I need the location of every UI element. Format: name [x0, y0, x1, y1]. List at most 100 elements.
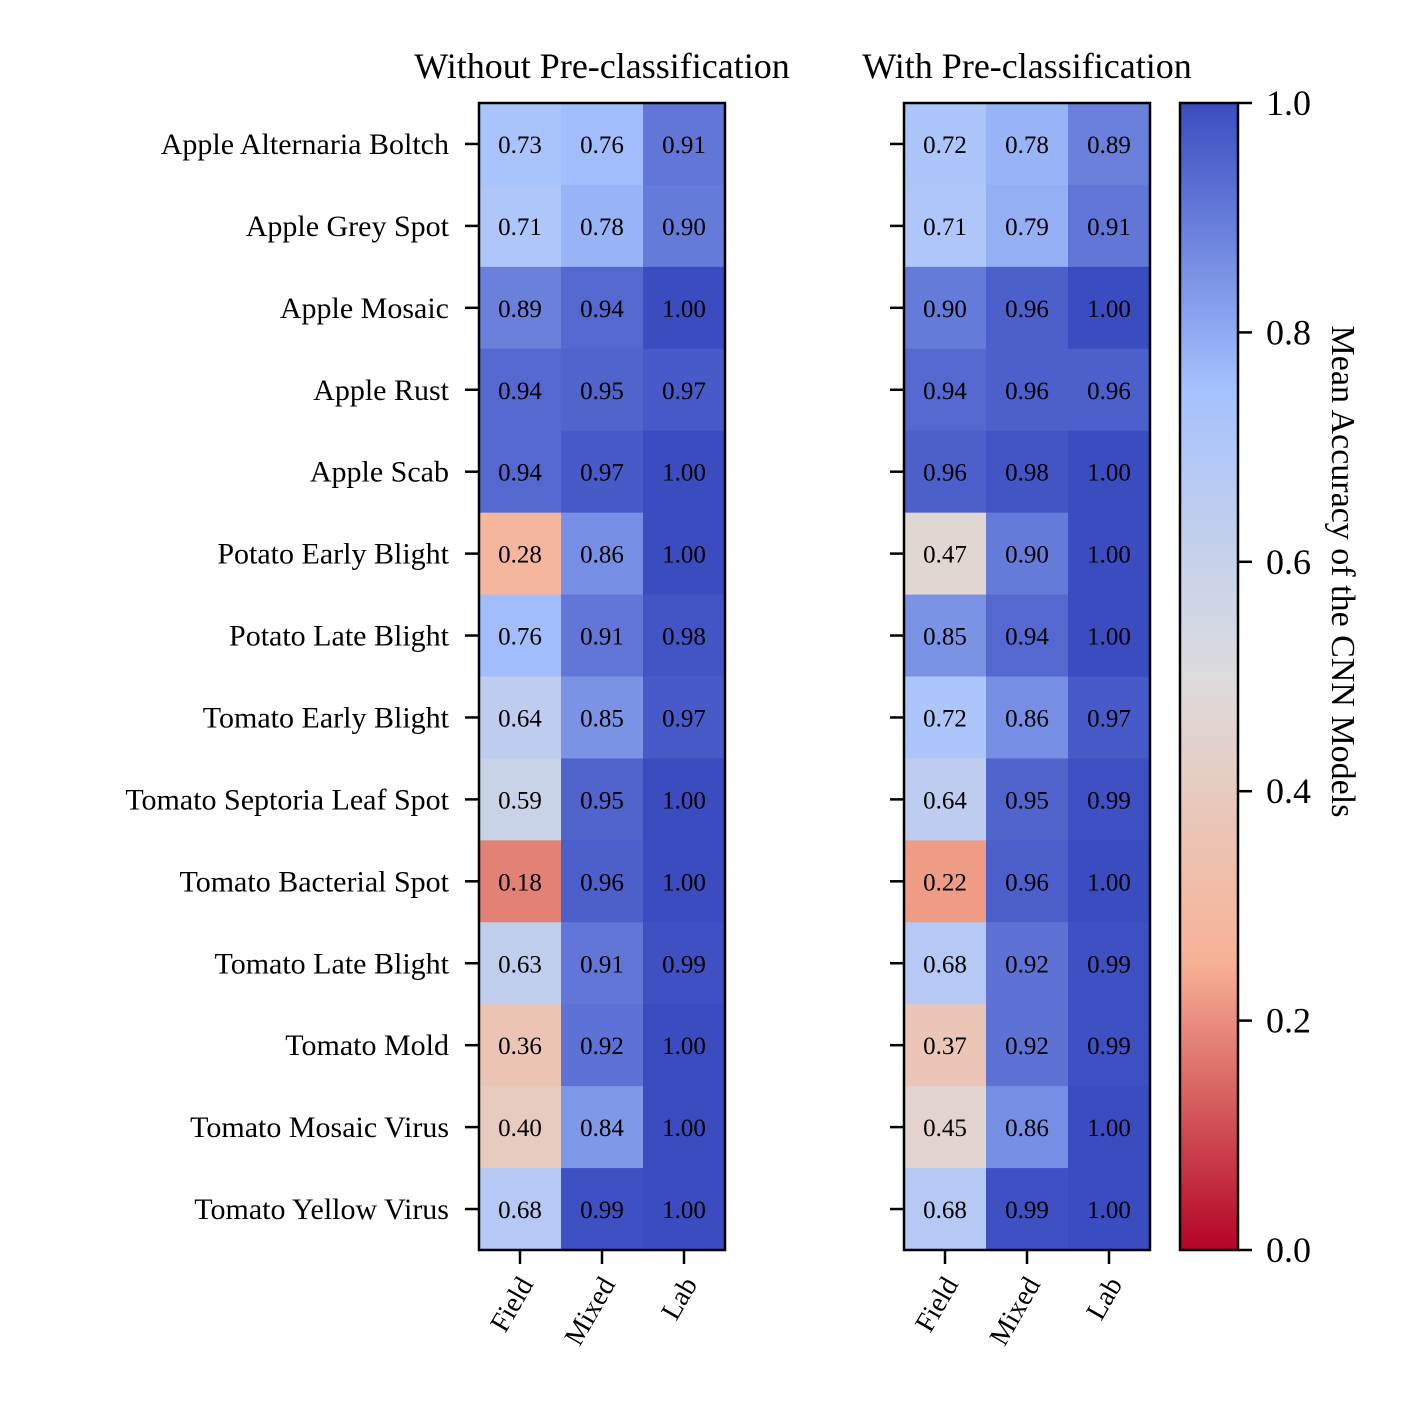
- heatmap-cell: [643, 1168, 726, 1251]
- cell-value-label: 0.63: [498, 951, 542, 978]
- cell-value-label: 0.73: [498, 132, 542, 159]
- row-label: Apple Alternaria Boltch: [161, 128, 449, 161]
- heatmap-cell: [561, 1004, 644, 1087]
- cell-value-label: 0.98: [1005, 460, 1049, 487]
- cell-value-label: 1.00: [1087, 460, 1131, 487]
- heatmap-cell: [904, 1004, 987, 1087]
- heatmap-cell: [561, 348, 644, 432]
- heatmap-cell: [1068, 184, 1151, 268]
- cell-value-label: 0.90: [1005, 542, 1049, 569]
- heatmap-cell: [643, 840, 726, 923]
- heatmap-cell: [1068, 103, 1151, 186]
- cell-value-label: 1.00: [662, 460, 706, 487]
- cell-value-label: 0.85: [923, 624, 967, 651]
- heatmap-cell: [561, 922, 644, 1005]
- heatmap-cell: [904, 348, 987, 432]
- heatmap-cell: [904, 676, 987, 759]
- cell-value-label: 0.79: [1005, 214, 1049, 241]
- heatmap-cell: [986, 840, 1069, 923]
- panel-title: With Pre-classification: [862, 46, 1191, 86]
- cell-value-label: 0.97: [662, 705, 706, 732]
- column-label: Mixed: [559, 1272, 622, 1351]
- row-label: Tomato Bacterial Spot: [179, 865, 449, 898]
- heatmap-cell: [643, 1086, 726, 1169]
- heatmap-cell: [1068, 430, 1151, 514]
- heatmap-cell: [986, 676, 1069, 759]
- heatmap-cell: [643, 922, 726, 1005]
- cell-value-label: 0.95: [1005, 787, 1049, 814]
- cell-value-label: 0.68: [923, 1197, 967, 1224]
- cell-value-label: 1.00: [1087, 1197, 1131, 1224]
- cell-value-label: 0.91: [662, 132, 706, 159]
- cell-value-label: 1.00: [662, 1115, 706, 1142]
- heatmap-cell: [479, 840, 562, 923]
- heatmap-cell: [986, 430, 1069, 514]
- cell-value-label: 1.00: [662, 869, 706, 896]
- row-label: Apple Rust: [313, 374, 450, 407]
- column-label: Lab: [1080, 1272, 1129, 1325]
- heatmap-cell: [643, 348, 726, 432]
- row-label: Apple Grey Spot: [246, 210, 450, 243]
- cell-value-label: 0.84: [580, 1115, 624, 1142]
- heatmap-cell: [561, 430, 644, 514]
- cell-value-label: 0.97: [580, 460, 624, 487]
- heatmap-panel-1: Without Pre-classification 0.73 0.76 0.91 0.…: [125, 46, 789, 1351]
- cell-value-label: 0.96: [923, 460, 967, 487]
- cell-value-label: 1.00: [1087, 296, 1131, 323]
- cell-value-label: 0.86: [580, 542, 624, 569]
- cell-value-label: 0.96: [1005, 869, 1049, 896]
- cell-value-label: 0.40: [498, 1115, 542, 1142]
- heatmap-cell: [1068, 840, 1151, 923]
- row-label: Tomato Early Blight: [203, 701, 450, 734]
- heatmap-cell: [643, 594, 726, 677]
- cell-value-label: 0.90: [662, 214, 706, 241]
- heatmap-cell: [904, 103, 987, 186]
- cell-value-label: 0.94: [1005, 624, 1049, 651]
- heatmap-cell: [479, 184, 562, 268]
- cell-value-label: 1.00: [1087, 869, 1131, 896]
- heatmap-cell: [561, 266, 644, 350]
- cell-value-label: 0.78: [1005, 132, 1049, 159]
- cell-value-label: 0.68: [498, 1197, 542, 1224]
- heatmap-cell: [479, 922, 562, 1005]
- cell-value-label: 0.59: [498, 787, 542, 814]
- heatmap-cell: [479, 1004, 562, 1087]
- colorbar-tick-label: 1.0: [1266, 83, 1311, 123]
- colorbar-tick-label: 0.2: [1266, 1001, 1311, 1041]
- row-label: Tomato Mosaic Virus: [190, 1111, 449, 1144]
- cell-value-label: 0.18: [498, 869, 542, 896]
- cell-value-label: 0.78: [580, 214, 624, 241]
- heatmap-cell: [986, 103, 1069, 186]
- heatmap-cell: [986, 758, 1069, 841]
- cell-value-label: 0.76: [498, 624, 542, 651]
- heatmap-cell: [1068, 266, 1151, 350]
- cell-value-label: 0.96: [1005, 378, 1049, 405]
- heatmap-panel-2: With Pre-classification 0.72 0.78 0.89 0.71 0…: [862, 46, 1191, 1351]
- cell-value-label: 0.94: [923, 378, 967, 405]
- row-label: Apple Scab: [310, 456, 449, 489]
- heatmap-cell: [479, 512, 562, 596]
- cell-value-label: 0.91: [580, 951, 624, 978]
- heatmap-cell: [1068, 922, 1151, 1005]
- cell-value-label: 0.95: [580, 378, 624, 405]
- heatmap-cell: [643, 103, 726, 186]
- cell-value-label: 0.22: [923, 869, 967, 896]
- colorbar-tick-label: 0.8: [1266, 312, 1311, 352]
- cell-value-label: 0.72: [923, 705, 967, 732]
- cell-value-label: 0.45: [923, 1115, 967, 1142]
- row-label: Tomato Yellow Virus: [194, 1193, 449, 1226]
- cell-value-label: 0.97: [662, 378, 706, 405]
- heatmap-cell: [904, 758, 987, 841]
- cell-value-label: 0.90: [923, 296, 967, 323]
- row-label: Apple Mosaic: [280, 292, 449, 325]
- cell-value-label: 1.00: [662, 1033, 706, 1060]
- heatmap-cell: [643, 758, 726, 841]
- cell-value-label: 1.00: [662, 542, 706, 569]
- heatmap-cell: [904, 1086, 987, 1169]
- heatmap-cell: [561, 594, 644, 677]
- row-label: Tomato Mold: [285, 1029, 449, 1062]
- row-label: Tomato Late Blight: [214, 947, 449, 980]
- heatmap-cell: [986, 1086, 1069, 1169]
- cell-value-label: 0.94: [498, 378, 542, 405]
- cell-value-label: 1.00: [662, 1197, 706, 1224]
